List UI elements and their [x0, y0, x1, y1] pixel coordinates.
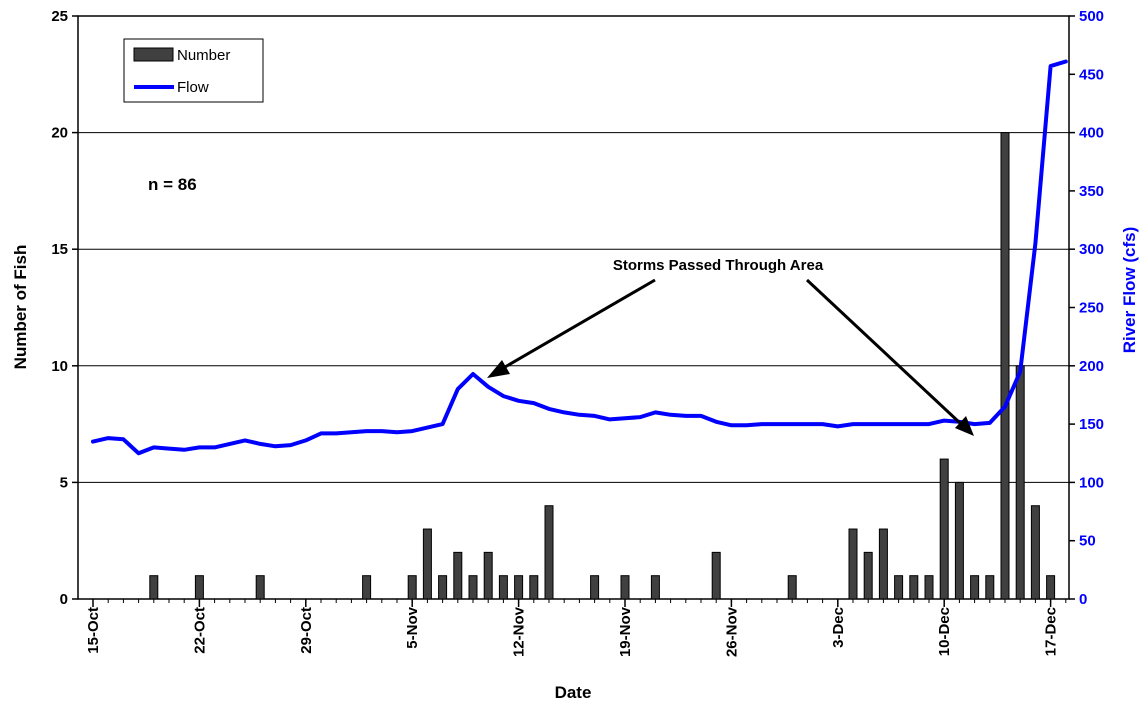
number-bars	[149, 132, 1056, 600]
number-bar	[453, 551, 463, 600]
legend-bar-swatch	[133, 47, 174, 62]
number-bar	[878, 528, 888, 600]
x-tick-label: 12-Nov	[511, 606, 528, 657]
left-tick-label: 5	[60, 474, 68, 491]
number-bar	[863, 551, 873, 600]
number-bar	[468, 575, 478, 600]
number-bar	[620, 575, 630, 600]
legend-number-label: Number	[177, 47, 230, 64]
storms-annotation: Storms Passed Through Area	[613, 257, 824, 274]
number-bar	[194, 575, 204, 600]
x-tick-label: 29-Oct	[298, 607, 315, 654]
number-bar	[438, 575, 448, 600]
right-tick-label: 250	[1079, 300, 1104, 317]
flow-series	[91, 59, 1068, 456]
plot-area	[77, 15, 1070, 600]
right-tick-label: 50	[1079, 533, 1096, 550]
x-tick-label: 10-Dec	[936, 607, 953, 656]
right-tick-label: 400	[1079, 125, 1104, 142]
right-tick-label: 500	[1079, 8, 1104, 25]
left-tick-label: 0	[60, 591, 68, 608]
number-bar	[483, 551, 493, 600]
sample-size-label: n = 86	[148, 175, 197, 194]
right-axis-ticks: 0 50 100 150 200 250 300 350 400 450 500	[1069, 8, 1104, 608]
number-bar	[514, 575, 524, 600]
number-bar	[894, 575, 904, 600]
number-bar	[1030, 505, 1040, 600]
number-bar	[1015, 365, 1025, 600]
left-tick-label: 25	[51, 8, 68, 25]
x-tick-label: 26-Nov	[723, 606, 740, 657]
x-tick-label: 22-Oct	[191, 607, 208, 654]
legend-flow-label: Flow	[177, 79, 209, 96]
right-tick-label: 0	[1079, 591, 1087, 608]
right-tick-label: 150	[1079, 416, 1104, 433]
storm-arrow-right	[805, 278, 974, 436]
number-bar	[939, 458, 949, 600]
number-bar	[544, 505, 554, 600]
x-axis-ticks: 15-Oct 22-Oct 29-Oct 5-Nov 12-Nov 19-Nov 26-No…	[85, 599, 1067, 657]
number-bar	[985, 575, 995, 600]
x-tick-label: 15-Oct	[85, 607, 102, 654]
flow-line	[91, 59, 1068, 456]
legend: Number Flow	[123, 38, 264, 103]
x-tick-label: 5-Nov	[404, 606, 421, 648]
number-bar	[407, 575, 417, 600]
left-tick-label: 20	[51, 125, 68, 142]
number-bar	[590, 575, 600, 600]
x-tick-label: 17-Dec	[1043, 607, 1060, 656]
number-bar	[650, 575, 660, 600]
number-bar	[498, 575, 508, 600]
number-bar	[970, 575, 980, 600]
number-bar	[924, 575, 934, 600]
number-bar	[1046, 575, 1056, 600]
storm-arrow-left	[487, 278, 656, 378]
left-tick-label: 15	[51, 241, 68, 258]
left-axis-ticks: 0 5 10 15 20 25	[51, 8, 78, 608]
right-tick-label: 350	[1079, 183, 1104, 200]
number-bar	[848, 528, 858, 600]
x-axis-title: Date	[555, 683, 592, 702]
number-bar	[909, 575, 919, 600]
number-bar	[787, 575, 797, 600]
right-tick-label: 200	[1079, 358, 1104, 375]
x-tick-label: 3-Dec	[830, 607, 847, 648]
right-tick-label: 300	[1079, 241, 1104, 258]
gridlines	[78, 132, 1069, 483]
number-bar	[954, 481, 964, 600]
right-tick-label: 450	[1079, 66, 1104, 83]
number-bar	[1000, 132, 1010, 600]
left-tick-label: 10	[51, 358, 68, 375]
x-tick-label: 19-Nov	[617, 606, 634, 657]
number-bar	[529, 575, 539, 600]
number-bar	[362, 575, 372, 600]
right-tick-label: 100	[1079, 474, 1104, 491]
number-bar	[422, 528, 432, 600]
right-axis-title: River Flow (cfs)	[1120, 227, 1139, 354]
number-bar	[149, 575, 159, 600]
number-bar	[255, 575, 265, 600]
left-axis-title: Number of Fish	[11, 245, 30, 370]
number-bar	[711, 551, 721, 600]
